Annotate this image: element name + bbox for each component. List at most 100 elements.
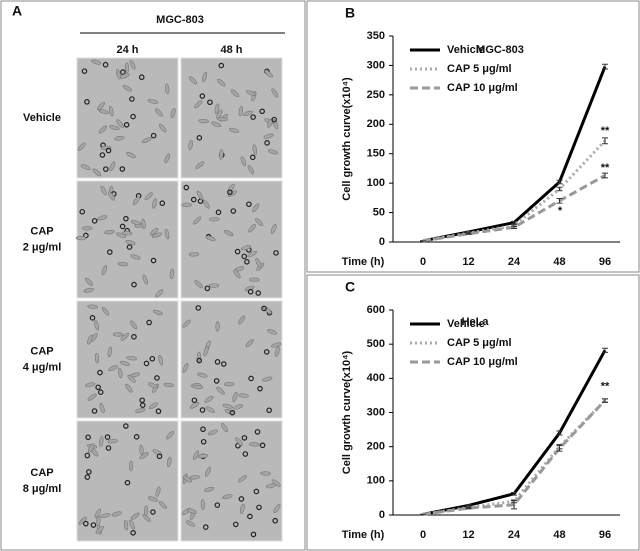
annotation: * <box>558 205 563 217</box>
cell <box>147 98 159 104</box>
x-tick-label: 0 <box>420 256 426 268</box>
cell <box>199 93 206 99</box>
y-tick-label: 250 <box>367 89 385 101</box>
cell <box>182 319 191 328</box>
cell <box>94 508 102 518</box>
cell <box>271 88 279 98</box>
x-tick-label: 24 <box>508 256 521 268</box>
cell <box>259 442 266 449</box>
cell <box>146 319 152 326</box>
cell <box>196 357 203 364</box>
cell <box>100 185 107 196</box>
cell <box>238 496 245 502</box>
cell <box>148 402 159 410</box>
legend-label: CAP 10 μg/ml <box>447 356 518 368</box>
cell <box>149 227 159 236</box>
cell <box>223 381 235 387</box>
row-label: Vehicle <box>23 112 61 124</box>
cell <box>87 443 95 453</box>
cell <box>147 382 158 389</box>
row-label: 4 μg/ml <box>23 361 62 373</box>
cell <box>242 451 249 457</box>
cell <box>126 355 137 361</box>
cell <box>186 508 197 514</box>
y-tick-label: 100 <box>367 177 385 189</box>
error-bar <box>511 220 517 225</box>
micrograph <box>180 57 283 179</box>
cell <box>215 321 220 332</box>
cell <box>166 456 172 468</box>
cell <box>229 409 236 416</box>
cell <box>123 423 129 429</box>
cell <box>97 215 108 221</box>
x-axis-label: Time (h) <box>342 256 385 268</box>
cell <box>164 228 170 240</box>
cell <box>202 199 210 209</box>
cell <box>84 99 90 105</box>
cell <box>143 360 150 367</box>
cell <box>245 90 256 96</box>
cell <box>222 494 233 500</box>
cell <box>255 257 262 268</box>
cell <box>202 524 209 530</box>
error-bar <box>511 225 517 229</box>
cell <box>95 526 104 534</box>
cell <box>89 315 96 321</box>
cell <box>125 240 136 246</box>
cell <box>91 59 102 65</box>
cell <box>248 375 254 382</box>
cell <box>261 305 267 312</box>
panel-label: C <box>345 279 355 295</box>
y-axis-label: Cell growth curve(x10⁴) <box>341 350 353 474</box>
cell <box>121 231 133 236</box>
cell <box>105 445 112 451</box>
cell <box>252 144 258 155</box>
cell <box>209 217 220 222</box>
cell <box>221 423 228 433</box>
cell <box>199 407 206 413</box>
cell <box>122 85 133 92</box>
y-tick-label: 200 <box>367 441 385 453</box>
cell <box>188 76 197 85</box>
cell <box>84 474 91 480</box>
cell <box>233 269 241 279</box>
cell <box>196 190 204 201</box>
cell <box>196 135 203 141</box>
error-bar <box>556 197 563 204</box>
cell <box>243 110 254 117</box>
cell <box>267 329 278 335</box>
cell <box>254 429 261 435</box>
cell <box>108 191 115 201</box>
cell <box>266 407 272 414</box>
cell <box>214 502 221 508</box>
error-bar <box>511 500 517 510</box>
cell <box>249 277 260 282</box>
row-label: CAP <box>30 467 53 479</box>
cell <box>130 320 138 330</box>
cell <box>125 383 133 393</box>
row-label: CAP <box>30 345 53 357</box>
cell <box>262 306 272 314</box>
cell <box>101 265 108 276</box>
cell <box>181 202 192 208</box>
cell <box>107 439 118 444</box>
cell <box>235 442 241 449</box>
cell <box>203 346 209 357</box>
cell <box>188 139 193 151</box>
cell <box>241 253 248 260</box>
legend-label: CAP 5 μg/ml <box>447 337 512 349</box>
panel-label: A <box>12 3 22 19</box>
cell <box>182 363 189 373</box>
panel-border <box>0 0 306 551</box>
cell <box>233 404 244 410</box>
cell <box>259 108 265 115</box>
cell <box>238 475 247 483</box>
series-line <box>422 349 607 516</box>
cell <box>263 133 274 139</box>
cell <box>223 229 234 237</box>
cell <box>214 359 221 365</box>
cell <box>108 105 114 117</box>
cell <box>232 521 239 528</box>
cell <box>194 100 203 109</box>
cell <box>197 453 209 459</box>
